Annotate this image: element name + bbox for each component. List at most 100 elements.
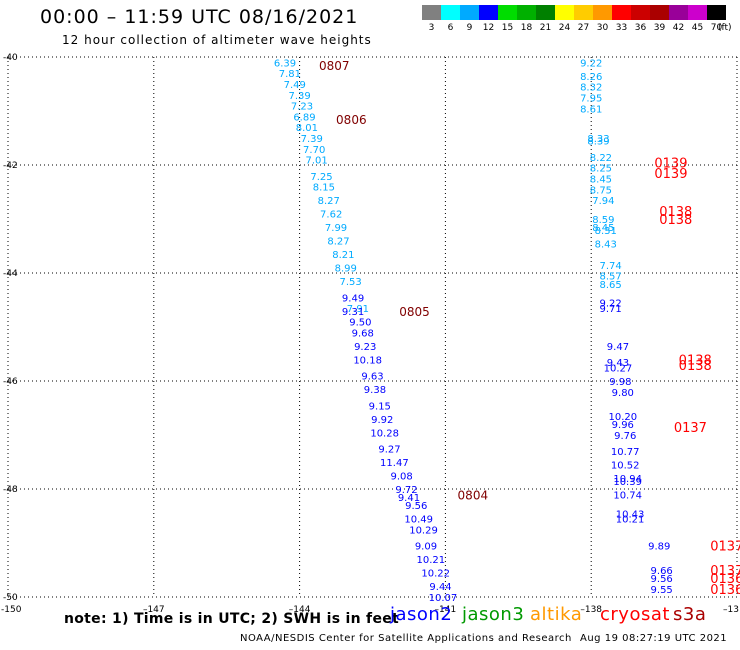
data-point-label: 8.45 [590,175,612,186]
data-point-label: 10.49 [404,515,433,526]
data-point-label: 10.94 [613,474,642,485]
data-point-label: 7.91 [347,304,369,315]
legend-swatch [631,5,650,20]
x-tick-label: –144 [289,605,311,615]
data-point-label: 8.31 [595,226,617,237]
data-point-label: 7.81 [279,69,301,80]
satellite-label-jason2: jason2 [390,604,453,625]
data-point-label: 9.41 [398,493,420,504]
data-point-label: 9.66 [651,566,673,577]
legend-swatch [422,5,441,20]
x-tick-label: –138 [580,605,602,615]
footer-timestamp: Aug 19 08:27:19 UTC 2021 [580,633,728,644]
data-point-label: 10.39 [613,477,642,488]
data-point-label: 10.18 [353,355,382,366]
data-point-label: 8.43 [595,239,617,250]
legend-swatch [688,5,707,20]
legend-label: 21 [540,23,551,33]
x-tick-label: –13 [723,605,739,615]
data-point-label: 11.47 [380,458,409,469]
time-annotation: 0807 [319,59,350,73]
data-point-label: 10.77 [611,447,640,458]
data-point-label: 9.22 [600,299,622,310]
data-point-label: 8.39 [587,137,609,148]
y-tick-label: -42 [3,161,18,171]
data-point-label: 8.99 [335,264,357,275]
legend-swatch [460,5,479,20]
legend-swatch [574,5,593,20]
time-annotation: 0138 [679,359,712,374]
time-annotation: 0136 [710,572,740,587]
legend-label: 3 [429,23,435,33]
legend-swatch [707,5,726,20]
satellite-label-altika: altika [530,604,583,625]
legend-swatch [669,5,688,20]
legend-label: 39 [654,23,666,33]
data-point-label: 10.74 [613,490,642,501]
x-tick-label: –147 [143,605,165,615]
time-annotation: 0806 [336,113,367,127]
data-point-label: 7.49 [284,80,306,91]
legend-swatch [479,5,498,20]
legend-unit: (ft) [718,23,732,33]
data-point-label: 7.95 [580,94,602,105]
time-annotation: 0137 [674,421,707,436]
data-point-label: 10.07 [429,593,458,604]
data-point-label: 9.43 [607,358,629,369]
data-point-label: 8.15 [313,183,335,194]
chart-title: 00:00 – 11:59 UTC 08/16/2021 [40,6,359,28]
footer-credit: NOAA/NESDIS Center for Satellite Applica… [240,633,572,644]
data-point-label: 8.25 [590,164,612,175]
legend-swatch [593,5,612,20]
legend-label: 45 [692,23,703,33]
data-point-label: 10.28 [370,428,399,439]
data-point-label: 9.50 [349,318,371,329]
data-point-label: 10.43 [616,509,645,520]
data-point-label: 10.27 [604,364,633,375]
units-note: note: 1) Time is in UTC; 2) SWH is in fe… [64,611,400,627]
data-point-label: 6.39 [274,58,296,69]
time-annotation: 0138 [679,353,712,368]
data-point-label: 7.94 [592,196,614,207]
data-point-label: 9.09 [415,542,437,553]
data-point-label: 9.71 [600,304,622,315]
legend-swatch [441,5,460,20]
data-point-label: 8.57 [600,272,622,283]
data-point-label: 9.08 [391,472,413,483]
data-point-label: 7.74 [600,261,622,272]
time-annotation: 0804 [458,488,489,502]
data-point-label: 7.39 [288,91,310,102]
legend-label: 18 [521,23,533,33]
time-annotation: 0139 [654,167,687,182]
data-point-label: 7.62 [320,210,342,221]
data-point-label: 9.49 [342,293,364,304]
data-point-label: 8.01 [296,123,318,134]
data-point-label: 7.23 [291,102,313,113]
data-point-label: 8.21 [332,250,354,261]
legend-swatch [612,5,631,20]
data-point-label: 9.96 [612,420,634,431]
legend-label: 12 [483,23,494,33]
data-point-label: 8.65 [600,280,622,291]
data-point-label: 10.22 [421,569,450,580]
legend-label: 70 [711,23,723,33]
data-point-label: 8.59 [592,215,614,226]
data-point-label: 10.20 [608,412,637,423]
legend-swatch [536,5,555,20]
data-point-label: 8.22 [590,153,612,164]
y-tick-label: -50 [3,593,18,603]
data-point-label: 8.26 [580,72,602,83]
y-tick-label: -48 [3,485,18,495]
data-point-label: 9.56 [651,574,673,585]
data-point-label: 7.53 [339,277,361,288]
legend-swatch [498,5,517,20]
legend-label: 9 [467,23,473,33]
data-point-label: 8.33 [587,134,609,145]
x-tick-label: -150 [1,605,22,615]
data-point-label: 7.25 [310,172,332,183]
data-point-label: 7.39 [301,134,323,145]
data-point-label: 9.56 [405,501,427,512]
data-point-label: 9.92 [371,415,393,426]
data-point-label: 9.80 [612,388,634,399]
data-point-label: 8.27 [327,237,349,248]
